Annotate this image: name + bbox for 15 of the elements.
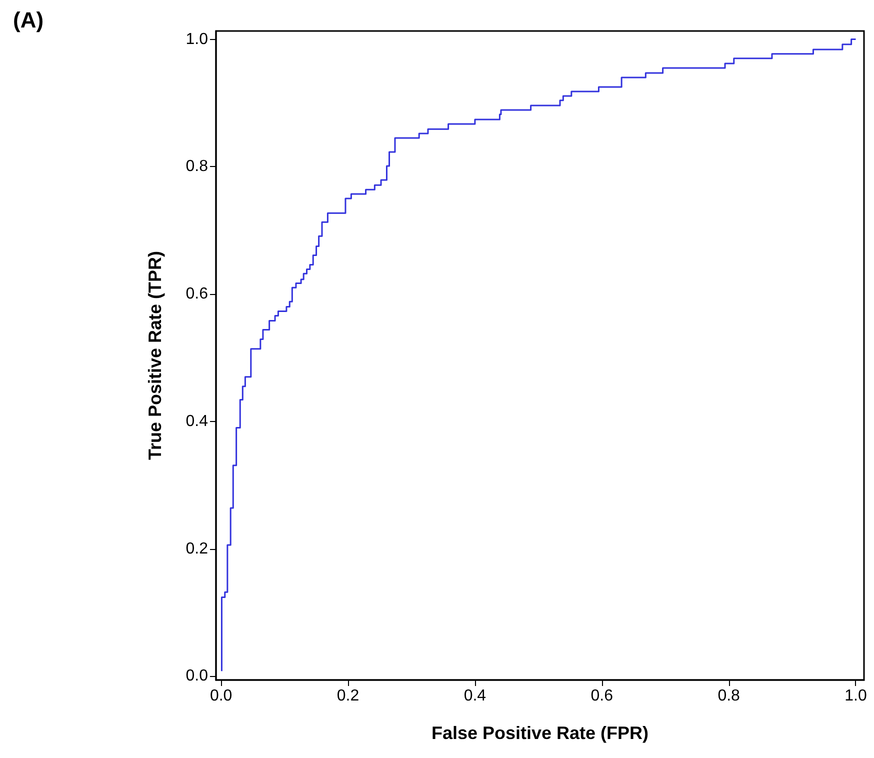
y-tick-label: 0.0: [186, 668, 208, 685]
x-axis-title: False Positive Rate (FPR): [431, 723, 649, 743]
x-tick-label: 0.8: [718, 688, 740, 704]
y-tick-label: 0.2: [186, 540, 208, 558]
x-tick-label: 0.6: [590, 688, 614, 704]
x-tick-label: 0.0: [210, 688, 232, 704]
y-tick-label: 0.6: [186, 286, 208, 303]
text: (A): [13, 8, 44, 32]
x-tick-label: 1.0: [844, 688, 867, 704]
y-tick-label: 0.4: [186, 412, 208, 430]
y-tick-label: 1.0: [186, 30, 208, 48]
y-axis-title: True Positive Rate (TPR): [145, 250, 165, 460]
y-tick-label: 0.8: [186, 158, 208, 176]
x-tick-label: 0.4: [464, 688, 486, 704]
x-tick-label: 0.2: [336, 688, 360, 704]
